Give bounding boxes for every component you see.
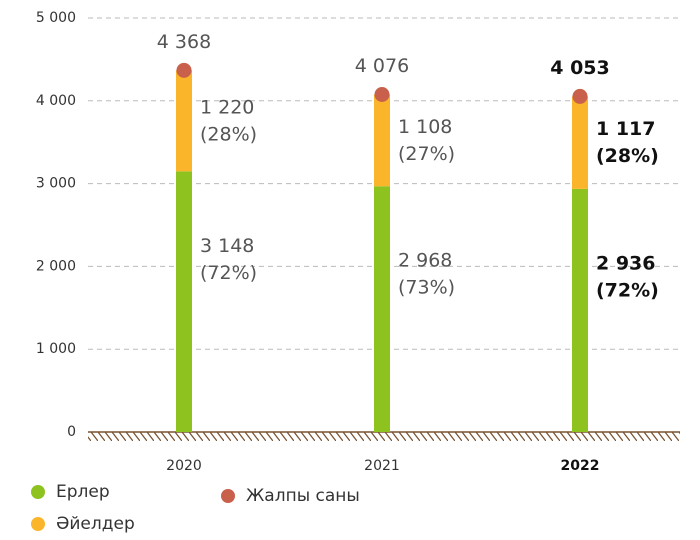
x-tick-label: 2021 [364, 458, 400, 474]
total-dot [572, 88, 588, 104]
total-label: 4 368 [157, 31, 211, 53]
y-tick-label: 1 000 [36, 341, 76, 357]
bar-segment [572, 96, 588, 189]
bar-segment [176, 70, 192, 172]
y-tick-label: 2 000 [36, 258, 76, 274]
y-tick-label: 4 000 [36, 93, 76, 109]
x-tick-label: 2022 [561, 458, 600, 474]
legend-label: Әйелдер [56, 514, 135, 534]
value-label: 2 936 [596, 252, 656, 274]
legend-marker [221, 489, 235, 503]
value-label: 1 108 [398, 116, 452, 138]
ground-hatch [88, 432, 680, 441]
value-label: 1 220 [200, 96, 254, 118]
legend-marker [31, 485, 45, 499]
value-label: 3 148 [200, 235, 254, 257]
legend-label: Жалпы саны [246, 486, 360, 506]
value-label: 2 968 [398, 250, 452, 272]
share-label: (73%) [398, 277, 455, 299]
y-tick-label: 0 [67, 424, 76, 440]
share-label: (28%) [200, 123, 257, 145]
total-label: 4 053 [550, 57, 610, 79]
x-tick-label: 2020 [166, 458, 202, 474]
total-dot [374, 87, 390, 103]
y-tick-label: 3 000 [36, 176, 76, 192]
total-dot [176, 62, 192, 78]
share-label: (27%) [398, 143, 455, 165]
legend-marker [31, 517, 45, 531]
y-tick-label: 5 000 [36, 10, 76, 26]
bar-segment [374, 186, 390, 432]
share-label: (72%) [596, 279, 659, 301]
legend-label: Ерлер [56, 482, 110, 502]
bar-segment [374, 94, 390, 187]
value-label: 1 117 [596, 118, 656, 140]
share-label: (28%) [596, 145, 659, 167]
bar-segment [572, 188, 588, 432]
share-label: (72%) [200, 262, 257, 284]
total-label: 4 076 [355, 55, 409, 77]
bar-segment [176, 171, 192, 433]
